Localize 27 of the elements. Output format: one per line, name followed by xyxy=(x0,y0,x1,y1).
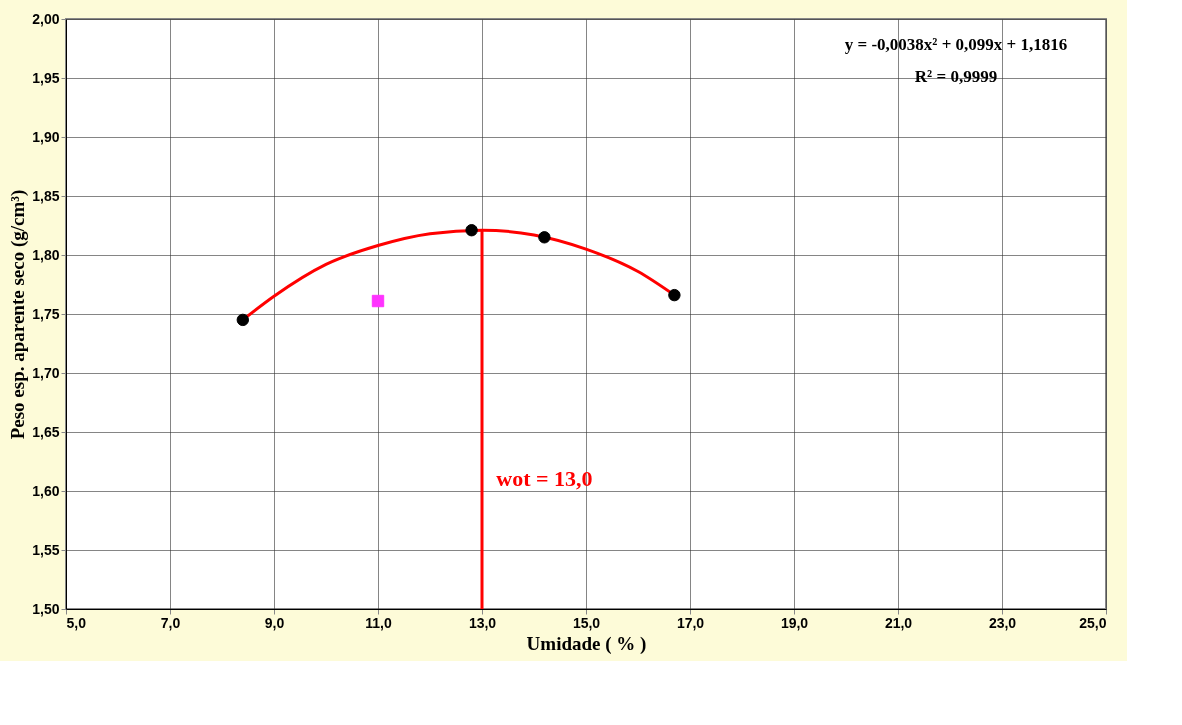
x-tick-label: 9,0 xyxy=(264,614,285,631)
x-tick-label: 25,0 xyxy=(1079,614,1107,631)
y-axis-title: Peso esp. aparente seco (g/cm³) xyxy=(7,189,30,440)
x-tick-label: 15,0 xyxy=(572,614,601,631)
x-axis-title: Umidade ( % ) xyxy=(526,632,647,655)
y-tick-label: 1,65 xyxy=(32,423,60,440)
x-tick-label: 5,0 xyxy=(66,614,87,631)
x-tick-label: 13,0 xyxy=(468,614,497,631)
annotation: wot = 13,0 xyxy=(496,466,593,492)
annotation: y = -0,0038x² + 0,099x + 1,1816 xyxy=(844,35,1068,54)
y-tick-label: 1,90 xyxy=(32,128,60,145)
y-tick-label: 1,85 xyxy=(32,187,60,204)
x-tick-label: 11,0 xyxy=(365,614,392,631)
y-tick-label: 1,50 xyxy=(32,600,60,617)
y-tick-label: 1,75 xyxy=(32,305,60,322)
y-tick-label: 1,70 xyxy=(32,364,60,381)
x-tick-label: 21,0 xyxy=(884,614,913,631)
x-tick-label: 23,0 xyxy=(988,614,1017,631)
x-tick-label: 19,0 xyxy=(780,614,809,631)
y-tick-label: 1,95 xyxy=(32,69,60,86)
y-tick-label: 2,00 xyxy=(32,10,60,27)
x-tick-label: 7,0 xyxy=(160,614,181,631)
x-tick-label: 17,0 xyxy=(676,614,705,631)
annotation: R² = 0,9999 xyxy=(914,67,998,86)
y-tick-label: 1,80 xyxy=(32,246,60,263)
y-tick-label: 1,55 xyxy=(32,541,60,558)
y-tick-label: 1,60 xyxy=(32,482,60,499)
